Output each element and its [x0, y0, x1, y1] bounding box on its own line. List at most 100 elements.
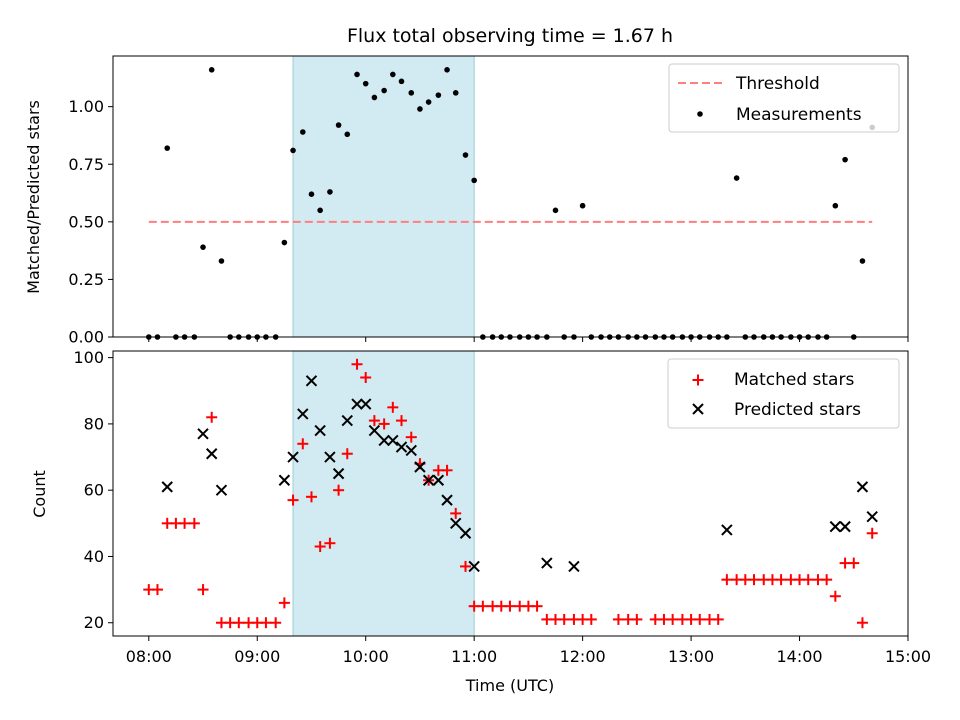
matched-star-marker: [477, 600, 489, 612]
bottom-shade-rect: [292, 350, 475, 637]
predicted-star-marker: [278, 474, 291, 486]
matched-star-marker: [324, 537, 336, 549]
predicted-star-marker: [450, 517, 462, 530]
matched-star-marker: [531, 600, 543, 612]
measurement-point: [435, 92, 442, 98]
matched-star-marker: [297, 438, 309, 450]
predicted-star-marker: [287, 451, 299, 463]
predicted-star-marker: [866, 510, 878, 523]
measurement-point: [164, 145, 171, 151]
matched-star-marker: [450, 507, 462, 519]
top-y-tick-label: 0.50: [68, 212, 104, 231]
top-y-tick-label: 0.75: [68, 155, 104, 174]
matched-star-marker: [351, 358, 363, 370]
legend-measurements-swatch: [697, 111, 703, 117]
legend-threshold-label: Threshold: [735, 74, 820, 94]
predicted-star-marker: [721, 524, 733, 536]
predicted-star-marker: [360, 398, 372, 410]
measurement-point: [208, 67, 215, 73]
measurement-point: [471, 177, 477, 184]
legend-matched-swatch: [692, 374, 704, 386]
predicted-star-marker: [368, 424, 381, 437]
predicted-star-marker: [197, 428, 209, 440]
x-tick-label: 14:00: [776, 647, 822, 666]
x-tick-label: 15:00: [885, 647, 931, 666]
top-y-tick-label: 1.00: [68, 97, 104, 116]
matched-star-marker: [612, 613, 624, 625]
predicted-star-marker: [305, 375, 318, 387]
matched-star-marker: [270, 617, 282, 629]
predicted-star-marker: [568, 560, 580, 573]
measurement-point: [371, 94, 378, 101]
measurement-point: [335, 122, 342, 128]
measurement-point: [408, 90, 415, 96]
bottom-x-axis: 08:00 09:00 10:00 11:00 12:00 13:00 14:00 15:00: [126, 636, 931, 666]
matched-stars-points: [143, 358, 878, 629]
measurement-point: [832, 202, 839, 209]
matched-star-marker: [802, 574, 814, 586]
legend-predicted-label: Predicted stars: [734, 400, 861, 420]
matched-star-marker: [333, 484, 345, 496]
matched-star-marker: [721, 574, 733, 586]
predicted-star-marker: [414, 461, 426, 473]
measurement-point: [390, 71, 396, 78]
bottom-legend-box: [667, 358, 900, 429]
matched-star-marker: [856, 617, 868, 629]
bottom-y-label: Count: [30, 470, 49, 518]
predicted-star-marker: [387, 434, 399, 447]
measurement-point: [462, 152, 469, 158]
measurement-point: [842, 156, 848, 163]
matched-star-marker: [305, 491, 317, 503]
matched-star-marker: [341, 448, 353, 460]
predicted-star-marker: [324, 451, 336, 463]
matched-star-marker: [441, 464, 453, 476]
bottom-y-tick-label: 40: [84, 547, 104, 566]
measurement-point: [425, 99, 432, 105]
matched-star-marker: [775, 574, 787, 586]
measurement-point: [362, 80, 369, 87]
top-y-tick-label: 0.25: [68, 270, 104, 289]
matched-star-marker: [459, 560, 471, 572]
matched-star-marker: [821, 574, 833, 586]
matched-star-marker: [748, 574, 760, 586]
bottom-y-tick-label: 100: [73, 348, 104, 367]
matched-star-marker: [667, 613, 679, 625]
predicted-star-marker: [297, 408, 309, 420]
matched-star-marker: [197, 584, 209, 596]
measurement-point: [398, 78, 405, 85]
matched-star-marker: [395, 415, 407, 427]
matched-star-marker: [694, 613, 706, 625]
bottom-y-axis: 20 40 60 80 100: [73, 348, 113, 632]
measurement-point: [317, 207, 323, 214]
bottom-y-tick-label: 20: [84, 613, 104, 632]
predicted-star-marker: [215, 484, 228, 496]
measurement-point: [354, 71, 360, 78]
matched-star-marker: [405, 431, 417, 443]
top-y-label: Matched/Predicted stars: [24, 100, 43, 294]
x-tick-label: 10:00: [343, 647, 389, 666]
predicted-star-marker: [432, 474, 445, 486]
matched-star-marker: [314, 541, 326, 553]
measurement-point: [300, 129, 306, 135]
matched-star-marker: [631, 613, 643, 625]
matched-star-marker: [278, 597, 290, 609]
legend-predicted-swatch: [692, 403, 704, 415]
matched-star-marker: [151, 584, 163, 596]
measurement-point: [290, 147, 296, 154]
matched-star-marker: [368, 415, 380, 427]
matched-star-marker: [387, 401, 399, 413]
x-tick-label: 08:00: [126, 647, 172, 666]
predicted-star-marker: [541, 557, 553, 569]
x-tick-label: 11:00: [451, 647, 497, 666]
measurement-point: [381, 87, 387, 94]
chart-title: Flux total observing time = 1.67 h: [347, 25, 673, 47]
matched-star-marker: [504, 600, 516, 612]
matched-star-marker: [233, 617, 245, 629]
measurement-point: [444, 67, 450, 73]
measurement-point: [579, 202, 586, 209]
top-y-tick-label: 0.00: [68, 328, 104, 347]
predicted-star-marker: [856, 481, 869, 493]
matched-star-marker: [866, 527, 878, 539]
bottom-y-tick-label: 80: [84, 414, 104, 433]
bottom-plot-frame: [112, 350, 909, 637]
